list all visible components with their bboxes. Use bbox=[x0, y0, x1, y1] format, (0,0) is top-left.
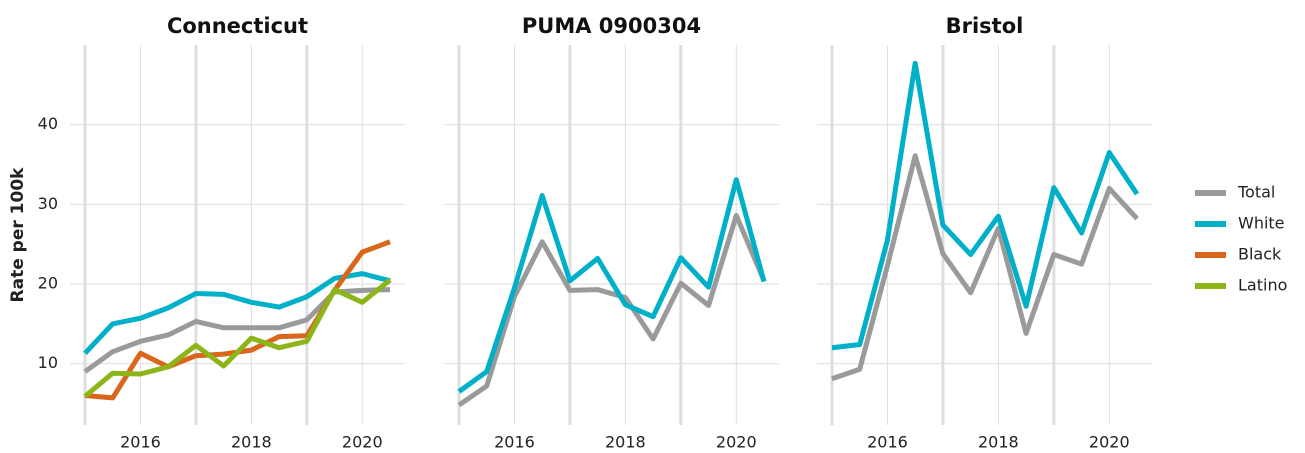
x-tick-label: 2020 bbox=[1089, 433, 1130, 452]
y-tick-label: 10 bbox=[38, 353, 58, 372]
x-tick-label: 2016 bbox=[120, 433, 161, 452]
line-series bbox=[83, 271, 391, 356]
x-tick-label: 2016 bbox=[867, 433, 908, 452]
legend-label: Total bbox=[1237, 183, 1275, 202]
line-series bbox=[457, 177, 767, 394]
x-tick-label: 2020 bbox=[342, 433, 383, 452]
x-tick-label: 2018 bbox=[231, 433, 272, 452]
panel-title: Bristol bbox=[946, 14, 1024, 38]
line-series bbox=[831, 60, 1140, 351]
panel-title: PUMA 0900304 bbox=[522, 14, 701, 38]
line-series bbox=[83, 287, 391, 374]
y-axis-label: Rate per 100k bbox=[8, 167, 28, 303]
legend-label: Latino bbox=[1238, 276, 1287, 295]
legend-label: Black bbox=[1238, 245, 1282, 264]
x-tick-label: 2018 bbox=[605, 433, 646, 452]
y-tick-label: 20 bbox=[38, 273, 58, 292]
x-tick-label: 2018 bbox=[978, 433, 1019, 452]
line-series bbox=[457, 212, 767, 408]
line-series bbox=[83, 278, 392, 399]
y-tick-label: 30 bbox=[38, 194, 58, 213]
x-tick-label: 2016 bbox=[494, 433, 535, 452]
y-tick-label: 40 bbox=[38, 114, 58, 133]
legend-label: White bbox=[1238, 214, 1285, 233]
x-tick-label: 2020 bbox=[716, 433, 757, 452]
line-series bbox=[831, 153, 1139, 382]
panel-title: Connecticut bbox=[167, 14, 308, 38]
